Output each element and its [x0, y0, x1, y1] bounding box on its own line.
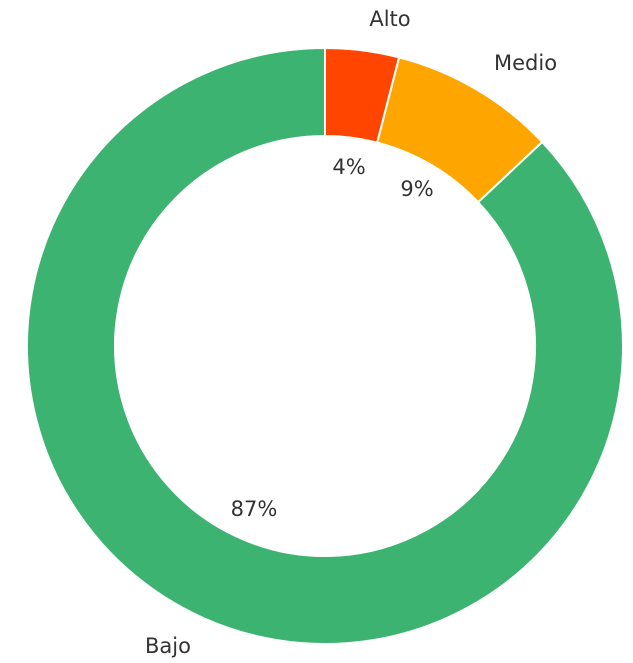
category-label-alto: Alto	[369, 7, 410, 31]
percent-label-medio: 9%	[400, 177, 433, 201]
category-label-bajo: Bajo	[145, 634, 191, 658]
percent-labels: 4% 9% 87%	[231, 155, 434, 521]
percent-label-bajo: 87%	[231, 497, 278, 521]
donut-slices	[26, 46, 624, 645]
category-label-medio: Medio	[494, 51, 557, 75]
category-labels: Alto Medio Bajo	[145, 7, 557, 658]
percent-label-alto: 4%	[332, 155, 365, 179]
slice-bajo	[26, 46, 624, 645]
